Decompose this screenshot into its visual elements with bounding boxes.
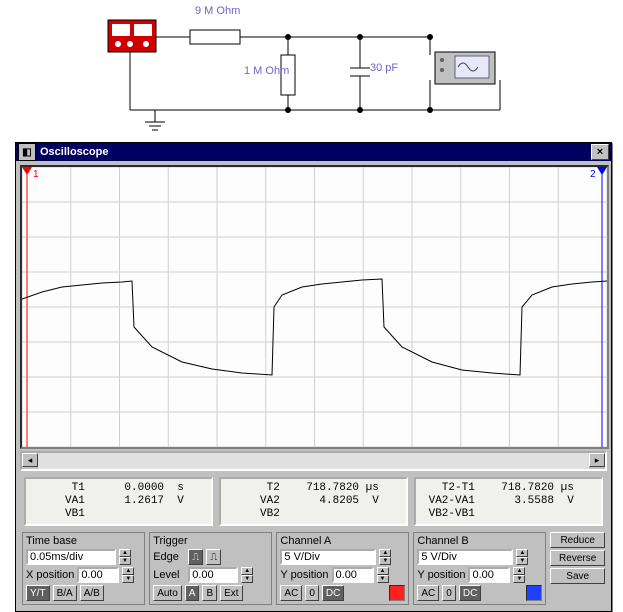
edge-label: Edge	[153, 551, 185, 563]
reduce-button[interactable]: Reduce	[550, 532, 605, 548]
trig-b-button[interactable]: B	[202, 585, 217, 601]
cha-ypos-input[interactable]: 0.00	[332, 567, 374, 583]
chb-scale-spin[interactable]: ▲▼	[516, 549, 528, 565]
trig-auto-button[interactable]: Auto	[153, 585, 182, 601]
trigger-panel: Trigger Edge ⎍ ⎍ Level 0.00 ▲▼ Auto A B …	[149, 532, 272, 605]
trigger-level-input[interactable]: 0.00	[188, 567, 238, 583]
titlebar[interactable]: ◧ Oscilloscope ×	[16, 143, 611, 161]
timebase-scale-spin[interactable]: ▲▼	[119, 549, 131, 565]
right-buttons: Reduce Reverse Save	[550, 532, 605, 605]
readout-t2: T2 718.7820 µs VA2 4.8205 V VB2	[219, 477, 408, 526]
r1-label: 9 M Ohm	[195, 5, 240, 17]
reverse-button[interactable]: Reverse	[550, 550, 605, 566]
scroll-right-button[interactable]: ▸	[589, 453, 605, 467]
readout-t1: T1 0.0000 s VA1 1.2617 V VB1	[24, 477, 213, 526]
cha-ypos-spin[interactable]: ▲▼	[377, 567, 389, 583]
xpos-input[interactable]: 0.00	[77, 567, 119, 583]
r2-label: 1 M Ohm	[244, 65, 289, 77]
svg-text:1: 1	[33, 169, 39, 180]
trigger-level-spin[interactable]: ▲▼	[241, 567, 253, 583]
ba-button[interactable]: B/A	[53, 585, 77, 601]
channel-b-panel: Channel B 5 V/Div ▲▼ Y position 0.00 ▲▼ …	[413, 532, 546, 605]
chb-0-button[interactable]: 0	[442, 585, 456, 601]
window-icon: ◧	[18, 143, 36, 161]
cha-title: Channel A	[280, 535, 405, 547]
chb-ac-button[interactable]: AC	[417, 585, 439, 601]
c1-label: 30 pF	[370, 62, 398, 74]
svg-text:2: 2	[590, 169, 596, 180]
cha-ac-button[interactable]: AC	[280, 585, 302, 601]
channel-a-panel: Channel A 5 V/Div ▲▼ Y position 0.00 ▲▼ …	[276, 532, 409, 605]
cha-dc-button[interactable]: DC	[322, 585, 344, 601]
chb-title: Channel B	[417, 535, 542, 547]
timebase-panel: Time base 0.05ms/div ▲▼ X position 0.00 …	[22, 532, 145, 605]
save-button[interactable]: Save	[550, 568, 605, 584]
close-button[interactable]: ×	[591, 144, 609, 160]
cha-0-button[interactable]: 0	[305, 585, 319, 601]
h-scrollbar[interactable]: ◂ ▸	[20, 451, 607, 471]
function-generator-icon	[108, 20, 156, 52]
chb-dc-button[interactable]: DC	[459, 585, 481, 601]
trig-a-button[interactable]: A	[185, 585, 200, 601]
circuit-svg	[0, 0, 623, 140]
timebase-scale-input[interactable]: 0.05ms/div	[26, 549, 116, 565]
cha-color-swatch	[389, 585, 405, 601]
chb-ypos-label: Y position	[417, 569, 465, 581]
oscilloscope-window: ◧ Oscilloscope × 12 ◂ ▸ T1 0.0000 s VA1 …	[15, 142, 612, 612]
chb-scale-input[interactable]: 5 V/Div	[417, 549, 513, 565]
readout-row: T1 0.0000 s VA1 1.2617 V VB1 T2 718.7820…	[20, 477, 607, 526]
cha-scale-input[interactable]: 5 V/Div	[280, 549, 376, 565]
timebase-title: Time base	[26, 535, 141, 547]
xpos-label: X position	[26, 569, 74, 581]
circuit-diagram: 9 M Ohm 1 M Ohm 30 pF	[0, 0, 623, 140]
ab-button[interactable]: A/B	[80, 585, 104, 601]
scope-screen[interactable]: 12	[20, 165, 609, 449]
chb-ypos-spin[interactable]: ▲▼	[513, 567, 525, 583]
edge-fall-button[interactable]: ⎍	[206, 549, 221, 565]
edge-rise-button[interactable]: ⎍	[188, 549, 203, 565]
level-label: Level	[153, 569, 185, 581]
oscilloscope-icon	[435, 52, 495, 84]
trigger-title: Trigger	[153, 535, 268, 547]
chb-color-swatch	[526, 585, 542, 601]
readout-diff: T2-T1 718.7820 µs VA2-VA1 3.5588 V VB2-V…	[414, 477, 603, 526]
xpos-spin[interactable]: ▲▼	[122, 567, 134, 583]
yt-button[interactable]: Y/T	[26, 585, 50, 601]
cha-ypos-label: Y position	[280, 569, 328, 581]
chb-ypos-input[interactable]: 0.00	[468, 567, 510, 583]
scroll-left-button[interactable]: ◂	[22, 453, 38, 467]
cha-scale-spin[interactable]: ▲▼	[379, 549, 391, 565]
window-title: Oscilloscope	[40, 146, 108, 158]
trig-ext-button[interactable]: Ext	[220, 585, 242, 601]
